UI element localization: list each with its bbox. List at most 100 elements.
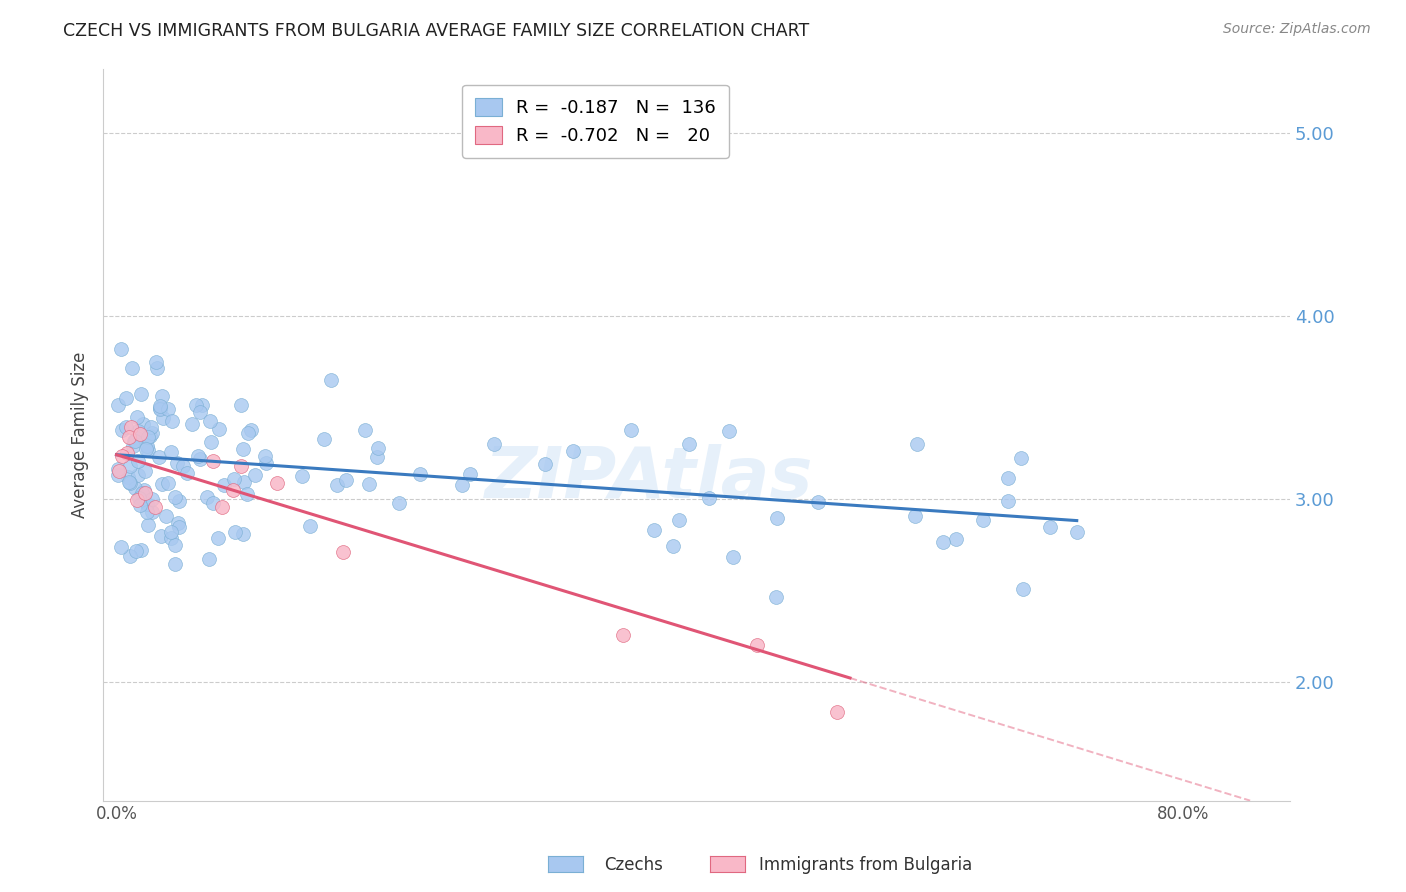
Point [232,442,254,457]
Point [145,355,167,369]
Point [160,525,183,540]
Point [236,426,259,441]
Point [997,494,1019,508]
Point [134,485,156,500]
Point [191,398,214,412]
Point [124,434,146,448]
Point [167,520,190,534]
Point [187,449,209,463]
Point [118,475,141,490]
Point [195,490,218,504]
Point [222,472,245,486]
Point [534,457,557,471]
Point [236,487,259,501]
Text: Source: ZipAtlas.com: Source: ZipAtlas.com [1223,22,1371,37]
Point [202,454,225,468]
Point [932,534,955,549]
Point [115,445,138,459]
Point [152,410,174,425]
Point [143,500,166,515]
Point [229,398,252,412]
Point [127,431,149,445]
Point [145,360,167,375]
Point [221,483,243,498]
Text: CZECH VS IMMIGRANTS FROM BULGARIA AVERAGE FAMILY SIZE CORRELATION CHART: CZECH VS IMMIGRANTS FROM BULGARIA AVERAG… [63,22,810,40]
Point [266,476,288,491]
Point [176,466,198,480]
Point [807,495,830,509]
Point [721,550,744,565]
Point [166,456,188,470]
Point [388,496,411,510]
Point [214,478,236,492]
Point [136,518,159,533]
Point [319,373,342,387]
Point [134,464,156,478]
Point [156,475,179,490]
Point [127,454,149,468]
Point [314,432,336,446]
Point [766,511,789,525]
Point [127,410,149,425]
Point [661,539,683,553]
Point [121,360,143,375]
Point [1039,520,1062,534]
Point [150,477,173,491]
Point [186,398,208,412]
Point [332,544,354,558]
Point [765,591,787,605]
Point [121,439,143,453]
Point [825,705,848,719]
Point [160,414,183,428]
Point [160,445,183,459]
Point [612,627,634,641]
Point [155,508,177,523]
Point [132,492,155,507]
Point [619,423,641,437]
Point [1066,525,1088,540]
Point [129,387,152,401]
Point [367,442,389,456]
Text: ZIPAtlas: ZIPAtlas [485,444,814,513]
Point [134,483,156,497]
Point [131,486,153,500]
Point [643,523,665,537]
Point [354,423,377,437]
Point [201,496,224,510]
Point [125,493,148,508]
Point [150,389,173,403]
Point [127,467,149,482]
Point [118,475,141,489]
Point [240,423,263,437]
Point [167,494,190,508]
Point [972,513,994,527]
Point [482,437,505,451]
Point [208,422,231,436]
Point [150,529,173,543]
Point [224,524,246,539]
Point [160,531,183,545]
Point [111,449,134,463]
Point [110,343,132,357]
Point [141,505,163,519]
Legend: R =  -0.187   N =  136, R =  -0.702   N =   20: R = -0.187 N = 136, R = -0.702 N = 20 [463,85,728,158]
Point [120,549,142,563]
Point [1012,582,1035,596]
Point [148,450,170,464]
Point [718,425,741,439]
Point [253,449,276,463]
Point [165,557,187,571]
Point [127,424,149,438]
Point [149,401,172,416]
Point [136,430,159,444]
Point [128,427,150,442]
Point [905,436,928,450]
Point [107,467,129,482]
Point [697,491,720,505]
Point [129,543,152,558]
Point [118,429,141,443]
Point [232,526,254,541]
Point [163,490,186,504]
Point [108,464,131,478]
Point [997,471,1019,485]
